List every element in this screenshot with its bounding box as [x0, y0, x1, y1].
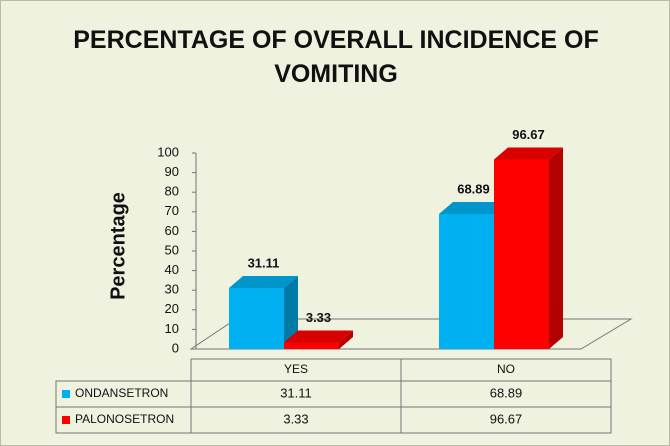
bar-face: [439, 213, 494, 349]
y-tick-label: 90: [165, 164, 179, 179]
bar-face: [284, 330, 353, 343]
table-value: 96.67: [490, 411, 523, 426]
y-tick-label: 70: [165, 203, 179, 218]
data-label: 68.89: [457, 181, 490, 196]
bar-face: [284, 276, 298, 349]
bar: [494, 147, 563, 349]
x-tick-label: NO: [497, 362, 515, 376]
bar-face: [229, 276, 298, 289]
y-tick-label: 30: [165, 282, 179, 297]
y-tick-label: 20: [165, 301, 179, 316]
y-axis-label: Percentage: [107, 192, 129, 300]
x-tick-label: YES: [284, 362, 308, 376]
chart-title: PERCENTAGE OF OVERALL INCIDENCE OF VOMIT…: [73, 26, 599, 88]
bar-face: [439, 201, 508, 214]
bar-face: [549, 147, 563, 349]
y-tick-label: 50: [165, 242, 179, 257]
legend-swatch: [62, 390, 70, 398]
table-value: 68.89: [490, 385, 523, 400]
bar-face: [494, 147, 563, 160]
bar: [229, 276, 298, 349]
y-tick-label: 80: [165, 184, 179, 199]
y-tick-label: 100: [157, 144, 179, 159]
y-tick-label: 10: [165, 321, 179, 336]
data-label: 31.11: [248, 255, 280, 270]
bar-face: [229, 288, 284, 349]
bar: [284, 330, 353, 349]
table-value: 3.33: [283, 411, 308, 426]
data-label: 3.33: [306, 310, 331, 325]
legend-label: PALONOSETRON: [75, 412, 174, 426]
data-label: 96.67: [512, 127, 545, 142]
y-tick-label: 0: [172, 340, 179, 355]
legend-swatch: [62, 416, 70, 424]
bar-face: [284, 342, 339, 349]
legend-label: ONDANSETRON: [75, 386, 168, 400]
table-value: 31.11: [280, 385, 312, 400]
y-tick-label: 40: [165, 262, 179, 277]
bar-face: [494, 159, 549, 349]
bar-face: [339, 330, 353, 349]
y-tick-label: 60: [165, 223, 179, 238]
